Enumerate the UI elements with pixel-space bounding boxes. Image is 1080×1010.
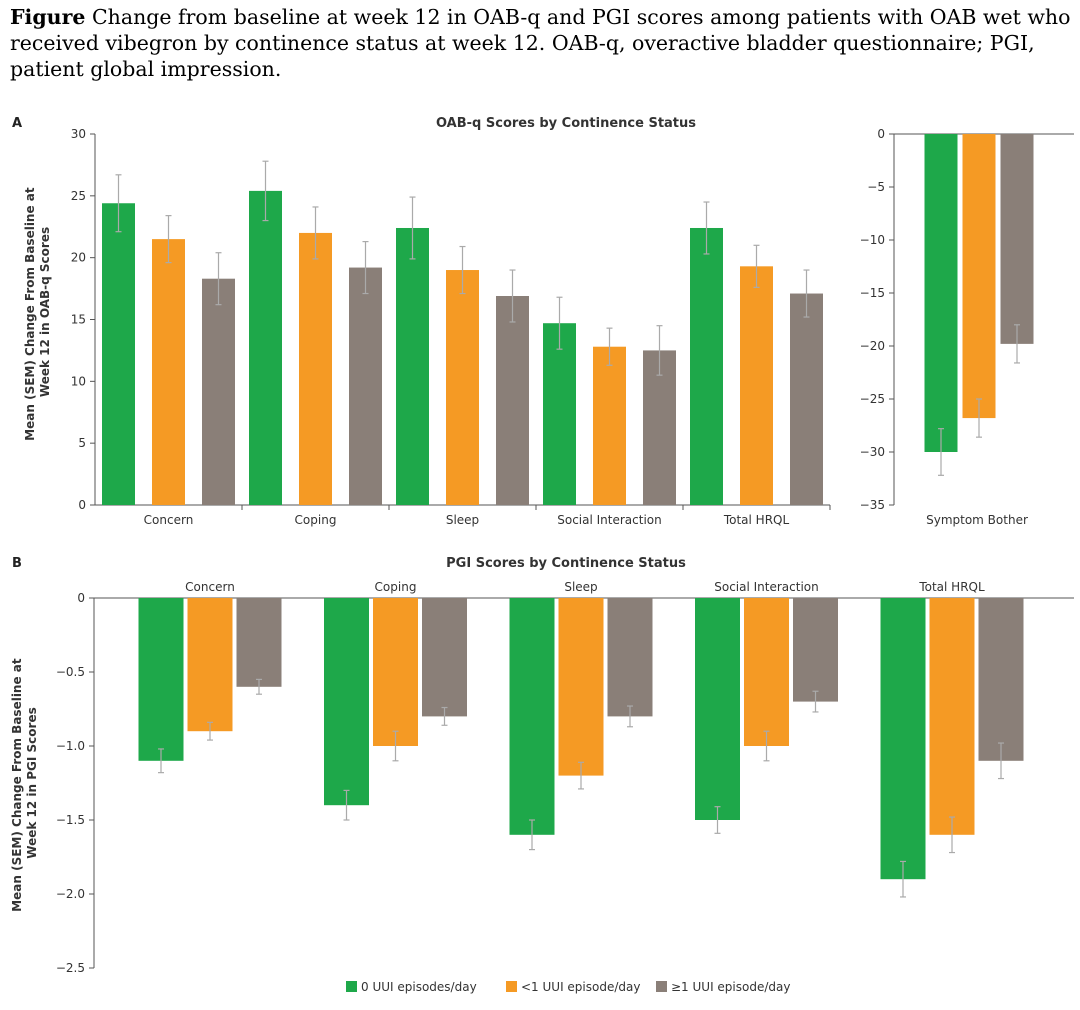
panel-b-category-social-interaction: Social Interaction bbox=[714, 580, 819, 594]
panel-a-y-tick-20: 20 bbox=[71, 251, 86, 265]
panel-b-bar-total-hrql-s1 bbox=[929, 598, 975, 835]
panel-b-y-tick-2-0: −2.0 bbox=[56, 887, 85, 901]
panel-a-ylabel-line1: Mean (SEM) Change From Baseline at bbox=[23, 187, 37, 441]
panel-b-category-total-hrql: Total HRQL bbox=[918, 580, 985, 594]
panel-b-category-concern: Concern bbox=[185, 580, 235, 594]
panel-b-chart: B PGI Scores by Continence Status Mean (… bbox=[10, 556, 1074, 975]
panel-a-label: A bbox=[12, 116, 22, 131]
panel-b-bar-total-hrql-s2 bbox=[978, 598, 1024, 761]
panel-b-y-tick-1-5: −1.5 bbox=[56, 813, 85, 827]
legend-swatch-2 bbox=[656, 981, 667, 992]
panel-b-plot: 0 −0.5 −1.0 −1.5 −2.0 −2.5 Concern Coping Sleep S… bbox=[56, 580, 1074, 975]
panel-b-category-coping: Coping bbox=[375, 580, 417, 594]
legend-label-2: ≥1 UUI episode/day bbox=[671, 980, 790, 994]
symptom-y-tick-30: −30 bbox=[860, 445, 885, 459]
panel-a-y-tick-25: 25 bbox=[71, 189, 86, 203]
panel-a-category-social-interaction: Social Interaction bbox=[557, 513, 662, 527]
symptom-y-tick-10: −10 bbox=[860, 233, 885, 247]
panel-b-bar-total-hrql-s0 bbox=[880, 598, 926, 880]
panel-b-ylabel-line2: Week 12 in PGI Scores bbox=[25, 707, 39, 858]
panel-a-bar-social-interaction-s2 bbox=[643, 350, 676, 505]
panel-a-y-tick-0: 0 bbox=[78, 498, 86, 512]
panel-a-category-total-hrql: Total HRQL bbox=[723, 513, 790, 527]
panel-a-bar-concern-s1 bbox=[152, 239, 185, 505]
panel-a-y-tick-30: 30 bbox=[71, 127, 86, 141]
caption-bold: Figure bbox=[10, 5, 86, 29]
panel-a-y-tick-10: 10 bbox=[71, 374, 86, 388]
symptom-y-tick-0: 0 bbox=[877, 127, 885, 141]
panel-b-category-sleep: Sleep bbox=[564, 580, 597, 594]
panel-a-category-concern: Concern bbox=[144, 513, 194, 527]
caption-text: Change from baseline at week 12 in OAB-q… bbox=[10, 5, 1071, 81]
symptom-y-tick-25: −25 bbox=[860, 392, 885, 406]
legend-swatch-1 bbox=[506, 981, 517, 992]
panel-b-title: PGI Scores by Continence Status bbox=[446, 556, 686, 571]
panel-a-category-coping: Coping bbox=[295, 513, 337, 527]
legend-label-1: <1 UUI episode/day bbox=[521, 980, 640, 994]
panel-a-symptom-bother-chart: 0 −5 −10 −15 −20 −25 −30 −35 Symptom Bother bbox=[860, 127, 1074, 527]
panel-a-bar-total-hrql-s1 bbox=[740, 266, 773, 505]
panel-b-ylabel-line1: Mean (SEM) Change From Baseline at bbox=[10, 658, 24, 912]
symptom-category-label: Symptom Bother bbox=[926, 513, 1028, 527]
panel-b-bar-concern-s2 bbox=[236, 598, 282, 687]
panel-a-bar-coping-s0 bbox=[249, 190, 282, 506]
panel-a-bar-social-interaction-s1 bbox=[593, 346, 626, 505]
panel-a-chart: A OAB-q Scores by Continence Status Mean… bbox=[12, 116, 831, 527]
panel-b-bar-coping-s0 bbox=[324, 598, 369, 806]
panel-b-bar-coping-s2 bbox=[422, 598, 467, 717]
panel-b-bar-social-interaction-s1 bbox=[744, 598, 789, 746]
panel-b-ylabel: Mean (SEM) Change From Baseline at Week … bbox=[10, 654, 39, 912]
panel-a-bar-total-hrql-s0 bbox=[690, 227, 723, 505]
symptom-y-tick-5: −5 bbox=[867, 180, 885, 194]
panel-b-label: B bbox=[12, 556, 22, 571]
panel-b-y-tick-2-5: −2.5 bbox=[56, 961, 85, 975]
symptom-bother-plot: 0 −5 −10 −15 −20 −25 −30 −35 Symptom Bother bbox=[860, 127, 1074, 527]
panel-b-y-tick-0: 0 bbox=[77, 591, 85, 605]
panel-a-bar-concern-s2 bbox=[202, 278, 235, 505]
panel-b-bar-coping-s1 bbox=[373, 598, 418, 746]
panel-b-bar-sleep-s0 bbox=[509, 598, 555, 835]
panel-a-bar-sleep-s1 bbox=[446, 270, 479, 505]
symptom-y-tick-20: −20 bbox=[860, 339, 885, 353]
panel-b-bar-concern-s0 bbox=[138, 598, 184, 761]
figure-caption: Figure Change from baseline at week 12 i… bbox=[10, 4, 1072, 82]
panel-b-bar-sleep-s1 bbox=[558, 598, 604, 776]
panel-b-y-tick-1-0: −1.0 bbox=[56, 739, 85, 753]
panel-a-bar-sleep-s2 bbox=[496, 296, 529, 505]
panel-b-y-tick-0-5: −0.5 bbox=[56, 665, 85, 679]
panel-b-bar-social-interaction-s0 bbox=[695, 598, 740, 820]
panel-a-bar-coping-s2 bbox=[349, 267, 382, 505]
legend-swatch-0 bbox=[346, 981, 357, 992]
panel-b-bar-social-interaction-s2 bbox=[793, 598, 838, 702]
panel-a-ylabel: Mean (SEM) Change From Baseline at Week … bbox=[23, 183, 52, 441]
symptom-bar-s1 bbox=[962, 134, 996, 419]
panel-a-category-sleep: Sleep bbox=[446, 513, 479, 527]
panel-a-plot: 0 5 10 15 20 25 30 Concern Coping Sleep Social Int… bbox=[71, 127, 831, 527]
panel-a-title: OAB-q Scores by Continence Status bbox=[436, 116, 696, 131]
panel-a-ylabel-line2: Week 12 in OAB-q Scores bbox=[38, 227, 52, 397]
panel-a-y-tick-5: 5 bbox=[78, 436, 86, 450]
symptom-bar-s0 bbox=[924, 134, 958, 452]
panel-a-bar-concern-s0 bbox=[102, 203, 135, 505]
legend-label-0: 0 UUI episodes/day bbox=[361, 980, 477, 994]
panel-a-bar-coping-s1 bbox=[299, 232, 332, 505]
symptom-y-tick-15: −15 bbox=[860, 286, 885, 300]
panel-a-bar-total-hrql-s2 bbox=[790, 293, 823, 505]
panel-a-y-tick-15: 15 bbox=[71, 313, 86, 327]
panel-a-bar-social-interaction-s0 bbox=[543, 323, 576, 505]
legend: 0 UUI episodes/day <1 UUI episode/day ≥1 U… bbox=[346, 980, 790, 994]
panel-b-bar-concern-s1 bbox=[187, 598, 233, 732]
panel-b-bar-sleep-s2 bbox=[607, 598, 653, 717]
symptom-y-tick-35: −35 bbox=[860, 498, 885, 512]
symptom-bar-s2 bbox=[1000, 134, 1034, 344]
panel-a-bar-sleep-s0 bbox=[396, 227, 429, 505]
